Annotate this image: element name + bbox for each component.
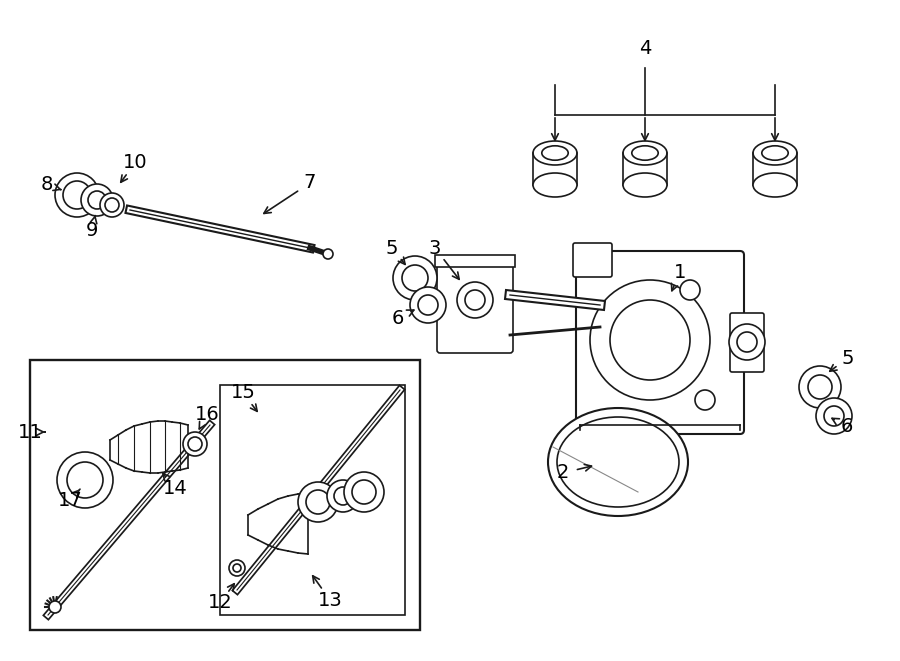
Ellipse shape bbox=[188, 437, 202, 451]
Circle shape bbox=[737, 332, 757, 352]
Text: 10: 10 bbox=[122, 153, 148, 173]
Bar bbox=[435, 255, 515, 267]
Text: 2: 2 bbox=[557, 463, 569, 483]
Ellipse shape bbox=[816, 398, 852, 434]
FancyBboxPatch shape bbox=[437, 257, 513, 353]
Text: 4: 4 bbox=[639, 38, 652, 58]
Ellipse shape bbox=[63, 181, 91, 209]
Ellipse shape bbox=[183, 432, 207, 456]
Text: 11: 11 bbox=[18, 422, 42, 442]
Ellipse shape bbox=[298, 482, 338, 522]
Text: 1: 1 bbox=[674, 262, 686, 282]
Ellipse shape bbox=[67, 462, 103, 498]
Ellipse shape bbox=[623, 141, 667, 165]
Ellipse shape bbox=[753, 173, 797, 197]
Ellipse shape bbox=[105, 198, 119, 212]
Circle shape bbox=[590, 280, 710, 400]
Ellipse shape bbox=[761, 146, 788, 160]
Bar bbox=[30, 360, 420, 630]
Ellipse shape bbox=[542, 146, 568, 160]
Text: 5: 5 bbox=[386, 239, 398, 258]
Text: 17: 17 bbox=[58, 490, 83, 510]
Circle shape bbox=[465, 290, 485, 310]
Ellipse shape bbox=[557, 417, 679, 507]
Text: 7: 7 bbox=[304, 173, 316, 192]
Ellipse shape bbox=[57, 452, 113, 508]
Ellipse shape bbox=[632, 146, 658, 160]
Text: 6: 6 bbox=[841, 418, 853, 436]
Ellipse shape bbox=[88, 191, 106, 209]
Ellipse shape bbox=[402, 265, 428, 291]
Text: 8: 8 bbox=[40, 176, 53, 194]
Ellipse shape bbox=[533, 141, 577, 165]
Text: 15: 15 bbox=[230, 383, 256, 403]
Ellipse shape bbox=[81, 184, 113, 216]
Circle shape bbox=[695, 390, 715, 410]
Text: 16: 16 bbox=[194, 405, 220, 424]
Ellipse shape bbox=[344, 472, 384, 512]
Ellipse shape bbox=[233, 564, 241, 572]
Text: 6: 6 bbox=[392, 309, 404, 327]
Text: 13: 13 bbox=[318, 590, 342, 609]
FancyBboxPatch shape bbox=[576, 251, 744, 434]
Ellipse shape bbox=[352, 480, 376, 504]
Ellipse shape bbox=[533, 173, 577, 197]
Ellipse shape bbox=[548, 408, 688, 516]
Text: 3: 3 bbox=[428, 239, 441, 258]
Circle shape bbox=[680, 280, 700, 300]
Ellipse shape bbox=[306, 490, 330, 514]
Ellipse shape bbox=[55, 173, 99, 217]
Ellipse shape bbox=[393, 256, 437, 300]
Circle shape bbox=[729, 324, 765, 360]
Circle shape bbox=[49, 601, 61, 613]
Ellipse shape bbox=[799, 366, 841, 408]
Ellipse shape bbox=[623, 173, 667, 197]
Text: 14: 14 bbox=[163, 479, 187, 498]
Ellipse shape bbox=[418, 295, 438, 315]
Ellipse shape bbox=[824, 406, 844, 426]
Ellipse shape bbox=[100, 193, 124, 217]
Ellipse shape bbox=[229, 560, 245, 576]
Text: 5: 5 bbox=[842, 348, 854, 368]
Text: 12: 12 bbox=[208, 594, 232, 613]
Ellipse shape bbox=[410, 287, 446, 323]
Ellipse shape bbox=[327, 480, 359, 512]
Text: 9: 9 bbox=[86, 221, 98, 239]
Ellipse shape bbox=[808, 375, 832, 399]
Circle shape bbox=[323, 249, 333, 259]
Ellipse shape bbox=[753, 141, 797, 165]
Circle shape bbox=[610, 300, 690, 380]
Bar bbox=[220, 385, 405, 615]
Circle shape bbox=[457, 282, 493, 318]
FancyBboxPatch shape bbox=[573, 243, 612, 277]
Ellipse shape bbox=[334, 487, 352, 505]
FancyBboxPatch shape bbox=[730, 313, 764, 372]
